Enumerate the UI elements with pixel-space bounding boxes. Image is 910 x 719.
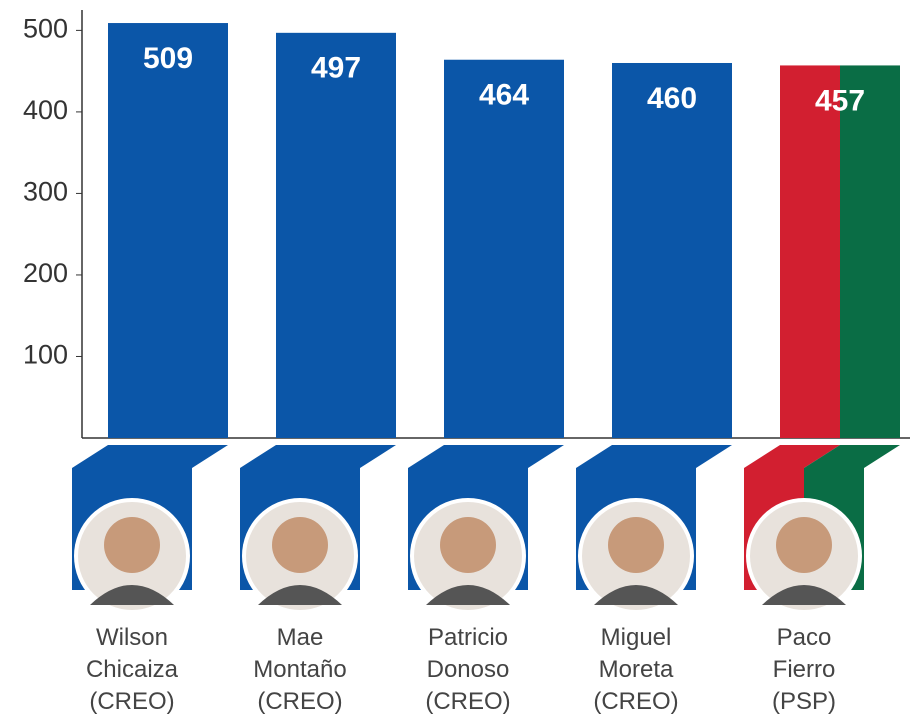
value-label: 509 [143, 42, 193, 75]
bar-segment [840, 65, 900, 438]
photo-face [440, 517, 496, 573]
bar-segment [444, 60, 564, 438]
value-label: 457 [815, 84, 865, 117]
x-tick-label: Wilson Chicaiza (CREO) [77, 622, 187, 718]
x-tick-label: Miguel Moreta (CREO) [581, 622, 691, 718]
bar [108, 23, 228, 438]
y-tick-label: 200 [23, 258, 68, 288]
y-tick-label: 400 [23, 95, 68, 125]
value-label: 460 [647, 82, 697, 115]
y-tick-label: 500 [23, 14, 68, 44]
bar-segment [780, 65, 840, 438]
x-tick-label: Paco Fierro (PSP) [749, 622, 859, 718]
value-label: 464 [479, 79, 529, 112]
x-tick-label: Mae Montaño (CREO) [245, 622, 355, 718]
y-tick-label: 100 [23, 340, 68, 370]
photo-face [608, 517, 664, 573]
photo-face [776, 517, 832, 573]
bar-segment [108, 23, 228, 438]
photo-face [104, 517, 160, 573]
bar-segment [276, 33, 396, 438]
bar [444, 60, 564, 438]
bar [612, 63, 732, 438]
bar [780, 65, 900, 438]
y-tick-label: 300 [23, 177, 68, 207]
value-label: 497 [311, 52, 361, 85]
x-tick-label: Patricio Donoso (CREO) [413, 622, 523, 718]
bar [276, 33, 396, 438]
photo-face [272, 517, 328, 573]
bar-segment [612, 63, 732, 438]
